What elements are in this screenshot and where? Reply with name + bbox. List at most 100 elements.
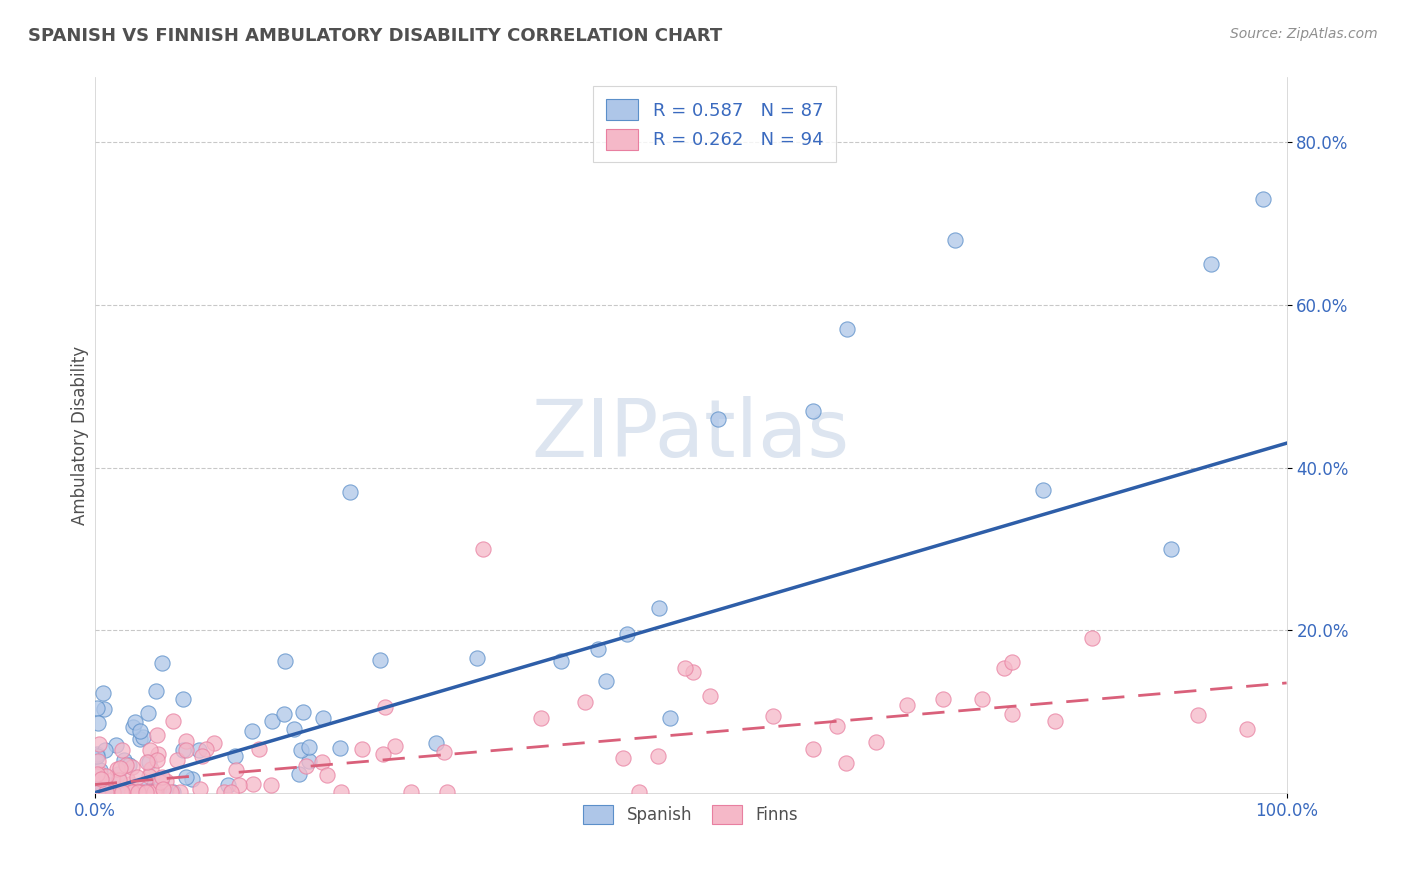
Point — [188, 782, 211, 797]
Point — [90, 777, 112, 791]
Point — [135, 785, 157, 799]
Point — [108, 785, 131, 799]
Point — [118, 777, 141, 791]
Point — [160, 785, 183, 799]
Point — [87, 785, 110, 799]
Point — [436, 785, 458, 799]
Point — [89, 764, 111, 778]
Point — [110, 785, 132, 799]
Point — [86, 715, 108, 730]
Point — [129, 723, 152, 738]
Point — [97, 785, 120, 799]
Point — [89, 785, 111, 799]
Point — [101, 785, 124, 799]
Point — [425, 736, 447, 750]
Legend: Spanish, Finns: Spanish, Finns — [574, 795, 808, 834]
Point — [181, 772, 204, 786]
Point — [114, 785, 136, 799]
Point — [100, 785, 122, 799]
Point — [1001, 706, 1024, 721]
Point — [1187, 708, 1209, 723]
Point — [105, 763, 128, 777]
Point — [191, 748, 214, 763]
Point — [127, 785, 149, 799]
Point — [111, 785, 134, 799]
Point — [801, 741, 824, 756]
Point — [111, 743, 134, 757]
Point — [101, 785, 124, 799]
Point — [707, 411, 730, 425]
Point — [162, 785, 184, 799]
Point — [865, 735, 887, 749]
Point — [647, 749, 669, 764]
Point — [138, 769, 160, 783]
Point — [1160, 541, 1182, 556]
Point — [136, 706, 159, 720]
Point — [801, 403, 824, 417]
Point — [1001, 655, 1024, 669]
Point — [274, 654, 297, 668]
Point — [283, 723, 305, 737]
Point — [110, 761, 132, 775]
Point — [117, 772, 139, 787]
Text: ZIPatlas: ZIPatlas — [531, 396, 849, 474]
Point — [132, 730, 155, 744]
Point — [94, 769, 117, 783]
Point — [107, 766, 129, 780]
Point — [292, 705, 315, 719]
Point — [217, 778, 239, 792]
Point — [138, 755, 160, 769]
Point — [150, 770, 173, 784]
Point — [312, 710, 335, 724]
Text: Source: ZipAtlas.com: Source: ZipAtlas.com — [1230, 27, 1378, 41]
Point — [298, 740, 321, 755]
Point — [699, 690, 721, 704]
Point — [155, 785, 177, 799]
Point — [146, 747, 169, 761]
Point — [89, 780, 111, 795]
Point — [273, 706, 295, 721]
Point — [616, 627, 638, 641]
Point — [932, 692, 955, 706]
Point — [145, 785, 167, 799]
Point — [96, 785, 118, 799]
Point — [339, 485, 361, 500]
Point — [86, 700, 108, 714]
Point — [835, 756, 858, 771]
Point — [139, 762, 162, 776]
Point — [93, 702, 115, 716]
Point — [1236, 723, 1258, 737]
Point — [150, 656, 173, 670]
Point — [128, 785, 150, 799]
Point — [142, 785, 165, 799]
Point — [96, 785, 118, 799]
Point — [247, 742, 270, 756]
Point — [329, 741, 352, 756]
Point — [259, 778, 281, 792]
Point — [122, 785, 145, 799]
Point — [91, 685, 114, 699]
Point — [399, 785, 422, 799]
Point — [825, 719, 848, 733]
Point — [224, 748, 246, 763]
Point — [350, 742, 373, 756]
Point — [141, 785, 163, 799]
Point — [121, 760, 143, 774]
Point — [152, 781, 174, 796]
Point — [221, 785, 243, 799]
Point — [1251, 192, 1274, 206]
Point — [993, 661, 1015, 675]
Point — [595, 673, 617, 688]
Point — [107, 773, 129, 788]
Point — [316, 767, 339, 781]
Point — [124, 714, 146, 729]
Point — [648, 601, 671, 615]
Point — [550, 655, 572, 669]
Point — [262, 714, 284, 728]
Point — [118, 758, 141, 772]
Point — [121, 785, 143, 799]
Point — [202, 736, 225, 750]
Point — [93, 775, 115, 789]
Point — [682, 665, 704, 679]
Point — [110, 785, 132, 799]
